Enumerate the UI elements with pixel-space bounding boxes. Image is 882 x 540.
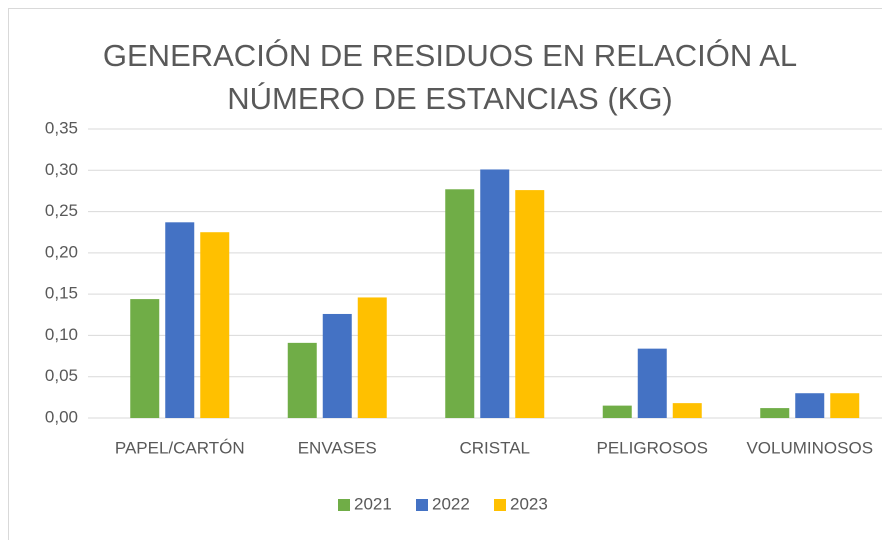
legend-swatch — [494, 499, 506, 511]
x-tick-label: CRISTAL — [459, 438, 530, 457]
legend-swatch — [416, 499, 428, 511]
y-tick-label: 0,00 — [45, 407, 78, 426]
x-tick-label: PAPEL/CARTÓN — [115, 438, 245, 457]
bar — [357, 297, 387, 418]
y-tick-label: 0,30 — [45, 160, 78, 179]
bar — [637, 348, 667, 418]
bar — [322, 313, 352, 418]
chart-title: NÚMERO DE ESTANCIAS (KG) — [227, 81, 673, 116]
x-tick-label: VOLUMINOSOS — [746, 438, 873, 457]
bar — [130, 299, 160, 418]
bar — [480, 169, 510, 418]
chart-frame — [8, 8, 882, 540]
bar — [672, 403, 702, 418]
y-tick-label: 0,35 — [45, 118, 78, 137]
y-tick-label: 0,05 — [45, 366, 78, 385]
bar — [445, 189, 475, 418]
y-tick-label: 0,20 — [45, 242, 78, 261]
bar — [795, 393, 825, 418]
y-tick-label: 0,10 — [45, 325, 78, 344]
y-tick-label: 0,25 — [45, 201, 78, 220]
x-tick-label: ENVASES — [298, 438, 377, 457]
bar — [165, 222, 195, 418]
bar — [515, 190, 545, 418]
bar — [830, 393, 860, 418]
legend-label: 2021 — [354, 494, 392, 513]
bar — [760, 408, 790, 418]
legend-label: 2022 — [432, 494, 470, 513]
legend-swatch — [338, 499, 350, 511]
x-tick-label: PELIGROSOS — [597, 438, 708, 457]
chart-title: GENERACIÓN DE RESIDUOS EN RELACIÓN AL — [103, 38, 797, 73]
bar — [602, 405, 632, 418]
bar — [200, 232, 230, 418]
bar — [287, 342, 317, 418]
y-tick-label: 0,15 — [45, 284, 78, 303]
legend-label: 2023 — [510, 494, 548, 513]
